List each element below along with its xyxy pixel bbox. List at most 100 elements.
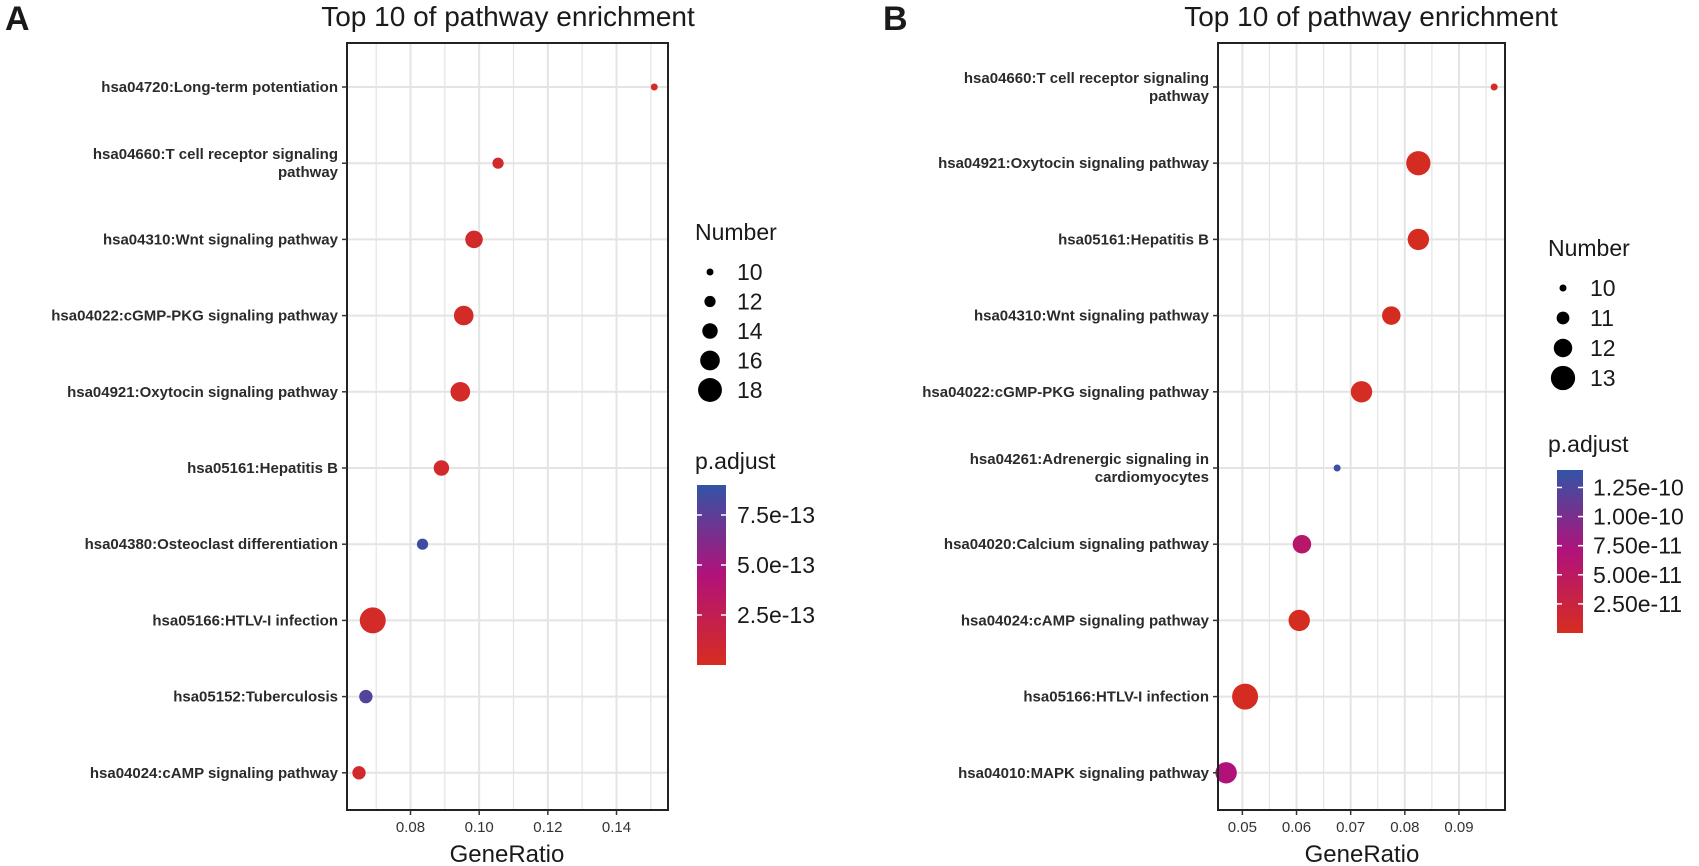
- category-label: pathway: [278, 164, 339, 181]
- data-point: [1215, 762, 1237, 784]
- category-label: hsa04022:cGMP-PKG signaling pathway: [922, 384, 1209, 401]
- points-a: [352, 83, 658, 780]
- category-label: cardiomyocytes: [1095, 469, 1209, 486]
- panel-b: B Top 10 of pathway enrichment hsa04660:…: [883, 0, 1684, 866]
- data-point: [450, 381, 471, 402]
- size-legend-dot: [702, 323, 718, 339]
- chart-title-a: Top 10 of pathway enrichment: [321, 1, 695, 32]
- plot-frame-a: [346, 42, 669, 811]
- size-legend-dot: [1550, 365, 1576, 391]
- color-legend-title-a: p.adjust: [695, 448, 776, 474]
- category-label: hsa04921:Oxytocin signaling pathway: [938, 155, 1210, 172]
- size-legend-dot: [704, 295, 716, 308]
- colorbar-label: 2.5e-13: [737, 602, 815, 628]
- category-label: hsa04022:cGMP-PKG signaling pathway: [51, 308, 338, 325]
- size-legend-label: 11: [1590, 305, 1614, 331]
- color-legend-title-b: p.adjust: [1548, 431, 1629, 457]
- category-label: hsa04261:Adrenergic signaling in: [970, 451, 1209, 468]
- category-label: hsa04024:cAMP signaling pathway: [961, 612, 1210, 629]
- size-legend-label: 10: [737, 259, 763, 285]
- size-legend-title-a: Number: [695, 219, 777, 245]
- x-tick-label: 0.05: [1228, 819, 1257, 836]
- x-tick-label: 0.07: [1336, 819, 1365, 836]
- size-legend-a: Number 10 12 14 16 18: [695, 219, 777, 403]
- category-label: hsa04310:Wnt signaling pathway: [974, 308, 1210, 325]
- colorbar-label: 1.25e-10: [1593, 474, 1684, 500]
- size-legend-label: 14: [737, 318, 763, 344]
- data-point: [1382, 306, 1401, 325]
- x-ticks-b: 0.05 0.06 0.07 0.08 0.09: [1228, 810, 1474, 836]
- x-tick-label: 0.06: [1282, 819, 1311, 836]
- size-legend-label: 13: [1590, 365, 1616, 391]
- data-point: [650, 83, 658, 91]
- size-legend-label: 12: [1590, 335, 1616, 361]
- colorbar-label: 7.50e-11: [1593, 533, 1682, 559]
- category-label: hsa04380:Osteoclast differentiation: [85, 536, 338, 553]
- category-label: hsa04020:Calcium signaling pathway: [944, 536, 1210, 553]
- data-point: [1292, 534, 1312, 554]
- x-tick-label: 0.12: [533, 819, 562, 836]
- panel-label-a: A: [5, 0, 30, 38]
- x-tick-label: 0.14: [602, 819, 631, 836]
- category-label: hsa04010:MAPK signaling pathway: [958, 765, 1210, 782]
- size-legend-title-b: Number: [1548, 235, 1630, 261]
- chart-title-b: Top 10 of pathway enrichment: [1184, 1, 1558, 32]
- x-axis-label-b: GeneRatio: [1305, 841, 1420, 866]
- panel-a: A Top 10 of pathway enrichment hsa04720:…: [5, 0, 815, 866]
- x-ticks-a: 0.08 0.10 0.12 0.14: [396, 810, 631, 836]
- category-label: hsa04660:T cell receptor signaling: [964, 70, 1209, 87]
- x-axis-label-a: GeneRatio: [450, 841, 565, 866]
- size-legend-dot: [1553, 338, 1573, 358]
- colorbar-a: [697, 485, 726, 665]
- x-tick-label: 0.10: [465, 819, 494, 836]
- data-point: [416, 538, 429, 550]
- category-label: pathway: [1149, 88, 1210, 105]
- colorbar-b: [1557, 470, 1583, 633]
- data-point: [1406, 151, 1431, 176]
- size-legend-dot: [1559, 284, 1567, 292]
- category-labels-b: hsa04660:T cell receptor signalingpathwa…: [922, 70, 1218, 782]
- grid-b: [1218, 43, 1505, 810]
- category-label: hsa04024:cAMP signaling pathway: [90, 765, 339, 782]
- category-label: hsa04310:Wnt signaling pathway: [103, 231, 339, 248]
- data-point: [453, 305, 474, 326]
- grid-a: [347, 43, 668, 810]
- size-legend-b: Number 10 11 12 13: [1548, 235, 1630, 391]
- category-label: hsa04720:Long-term potentiation: [101, 79, 338, 96]
- data-point: [359, 607, 386, 634]
- category-labels-a: hsa04720:Long-term potentiation hsa04660:…: [51, 79, 347, 782]
- data-point: [1490, 83, 1498, 91]
- category-label: hsa05166:HTLV-I infection: [1023, 689, 1209, 706]
- colorbar-label: 1.00e-10: [1593, 504, 1684, 530]
- colorbar-label: 7.5e-13: [737, 502, 815, 528]
- x-tick-label: 0.09: [1444, 819, 1473, 836]
- data-point: [465, 230, 483, 249]
- data-point: [433, 460, 450, 476]
- size-legend-label: 18: [737, 377, 763, 403]
- data-point: [1333, 464, 1341, 472]
- data-point: [1407, 228, 1430, 251]
- color-legend-a: p.adjust 7.5e-13 5.0e-13 2.5e-13: [695, 448, 815, 665]
- category-label: hsa04660:T cell receptor signaling: [93, 146, 338, 163]
- category-label: hsa05161:Hepatitis B: [1058, 231, 1209, 248]
- points-b: [1215, 83, 1498, 784]
- colorbar-label: 5.00e-11: [1593, 562, 1682, 588]
- size-legend-dot: [700, 350, 720, 371]
- category-label: hsa05152:Tuberculosis: [173, 689, 338, 706]
- data-point: [1232, 683, 1259, 710]
- plot-frame-b: [1217, 42, 1506, 811]
- category-label: hsa05161:Hepatitis B: [187, 460, 338, 477]
- category-label: hsa04921:Oxytocin signaling pathway: [67, 384, 339, 401]
- color-legend-b: p.adjust 1.25e-10 1.00e-10 7.50e-11 5.00e-1…: [1548, 431, 1684, 633]
- size-legend-dot: [1556, 311, 1570, 325]
- size-legend-label: 16: [737, 348, 763, 374]
- panel-label-b: B: [883, 0, 908, 38]
- x-tick-label: 0.08: [1390, 819, 1419, 836]
- x-tick-label: 0.08: [396, 819, 425, 836]
- size-legend-label: 10: [1590, 275, 1616, 301]
- size-legend-dot: [698, 378, 722, 402]
- colorbar-label: 2.50e-11: [1593, 591, 1682, 617]
- data-point: [352, 766, 366, 780]
- colorbar-label: 5.0e-13: [737, 552, 815, 578]
